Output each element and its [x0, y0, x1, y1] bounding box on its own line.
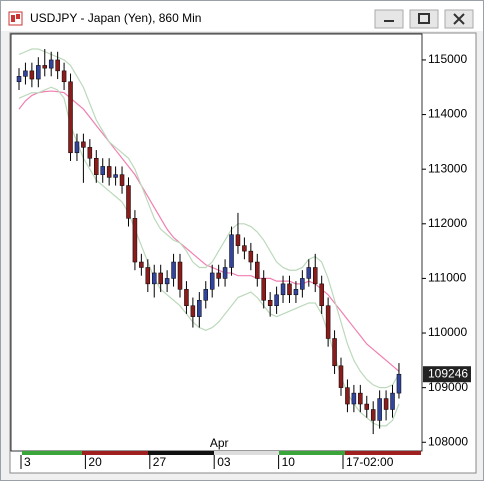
candle-body	[358, 392, 363, 405]
candle-body	[164, 278, 170, 285]
candle-body	[42, 65, 48, 69]
y-tick-label: 110000	[428, 325, 467, 339]
candle-body	[351, 392, 357, 405]
candle-body	[23, 70, 28, 77]
candle-body	[312, 267, 318, 285]
candle-body	[106, 166, 112, 178]
candle-body	[197, 300, 202, 317]
candle-body	[267, 300, 273, 306]
candle-body	[338, 365, 344, 388]
candle-body	[235, 234, 241, 246]
candle-body	[319, 283, 324, 306]
candle-body	[184, 289, 189, 306]
candle-body	[94, 158, 99, 175]
x-tick-label: 10	[282, 455, 296, 469]
x-tick-label: 03	[217, 455, 231, 469]
candle-body	[177, 261, 183, 290]
candle-body	[229, 234, 234, 268]
candle-body	[383, 398, 389, 410]
candle-body	[100, 166, 105, 175]
candle-body	[280, 283, 286, 296]
candle-body	[274, 294, 279, 306]
candle-body	[255, 261, 260, 279]
candle-body	[242, 245, 247, 252]
window-title: USDJPY - Japan (Yen), 860 Min	[30, 11, 201, 25]
candle-body	[145, 267, 151, 285]
candle-body	[61, 70, 67, 83]
candle-body	[248, 250, 254, 263]
candle-body	[287, 283, 292, 296]
month-label: Apr	[210, 436, 229, 450]
plot-area	[10, 33, 423, 452]
app-icon-part	[11, 15, 15, 22]
candle-body	[396, 373, 402, 394]
x-tick-label: 3	[24, 455, 31, 469]
candle-body	[113, 174, 118, 178]
candle-body	[68, 81, 73, 154]
candle-body	[261, 278, 266, 301]
candle-body	[222, 267, 228, 279]
y-tick-label: 113000	[428, 161, 467, 175]
candle-body	[390, 392, 395, 410]
candle-body	[81, 141, 86, 148]
maximize-button[interactable]	[409, 9, 439, 29]
close-button[interactable]	[444, 9, 474, 29]
minimize-button[interactable]	[374, 9, 404, 29]
candle-body	[190, 305, 196, 317]
app-icon-part	[16, 14, 20, 19]
candle-body	[203, 289, 209, 301]
candle-body	[345, 387, 350, 405]
candle-body	[364, 403, 370, 410]
candle-body	[158, 272, 163, 285]
x-tick-label: 20	[88, 455, 102, 469]
candle-body	[119, 174, 125, 186]
x-tick-label: 17-02:00	[346, 455, 394, 469]
y-tick-label: 108000	[428, 434, 468, 448]
candle-body	[16, 76, 22, 83]
candle-body	[300, 278, 305, 290]
app-icon	[8, 11, 23, 26]
candle-body	[36, 65, 41, 80]
candle-body	[377, 398, 382, 421]
candle-body	[325, 305, 331, 339]
candle-body	[332, 338, 337, 367]
y-tick-label: 114000	[428, 107, 467, 121]
candle-body	[29, 70, 35, 80]
last-price-label: 109246	[428, 366, 468, 380]
x-tick-label: 27	[153, 455, 167, 469]
y-tick-label: 111000	[428, 271, 467, 285]
candle-body	[87, 147, 93, 159]
candle-body	[216, 272, 221, 279]
candle-body	[132, 218, 138, 263]
candle-body	[171, 261, 176, 279]
candle-body	[55, 59, 60, 72]
indicator-line	[18, 48, 400, 389]
candle-body	[306, 267, 312, 279]
y-tick-label: 109000	[428, 380, 468, 394]
candle-body	[139, 261, 144, 268]
candle-body	[370, 409, 376, 421]
candle-body	[126, 185, 131, 219]
last-price-box	[423, 366, 471, 383]
candle-body	[293, 289, 299, 296]
y-tick-label: 115000	[428, 52, 467, 66]
candle-body	[151, 272, 157, 285]
candle-body	[209, 272, 215, 290]
candle-body	[74, 141, 80, 154]
candle-body	[48, 59, 54, 69]
y-tick-label: 112000	[428, 216, 467, 230]
time-strip	[22, 451, 421, 455]
